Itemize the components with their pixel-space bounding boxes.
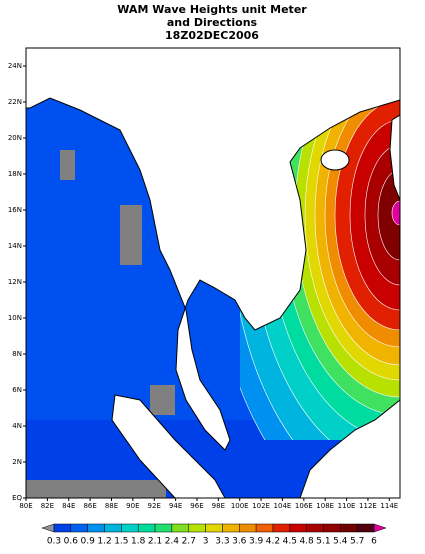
lat-label: 16N: [8, 206, 22, 214]
colorbar-box: [255, 523, 274, 533]
lon-label: 88E: [105, 502, 118, 510]
land: [26, 48, 400, 498]
colorbar-box: [306, 523, 324, 533]
colorbar-label: 1.5: [114, 537, 128, 547]
lat-label: 22N: [8, 98, 22, 106]
colorbar-label: 1.2: [97, 537, 111, 547]
colorbar-label: 4.8: [299, 537, 314, 547]
lon-label: 96E: [190, 502, 203, 510]
colorbar-label: 5.7: [350, 537, 364, 547]
lat-label: 18N: [8, 170, 22, 178]
colorbar-label: 2.4: [165, 537, 180, 547]
lon-label: 114E: [380, 502, 398, 510]
colorbar-end: [41, 523, 55, 533]
colorbar-box: [188, 523, 206, 533]
lat-label: 10N: [8, 314, 22, 322]
frame: [25, 47, 401, 499]
colorbar-label: 4.2: [266, 537, 280, 547]
colorbar-box: [104, 523, 122, 533]
lon-label: 108E: [316, 502, 334, 510]
lon-label: 92E: [148, 502, 161, 510]
colorbar-label: 3.9: [249, 537, 264, 547]
lon-label: 90E: [126, 502, 139, 510]
colorbar-box: [205, 523, 223, 533]
colorbar-box: [121, 523, 139, 533]
colorbar-label: 1.8: [131, 537, 146, 547]
lat-label: 4N: [12, 422, 22, 430]
colorbar-label: 0.6: [64, 537, 79, 547]
map: [26, 48, 400, 498]
lon-label: 110E: [338, 502, 356, 510]
title: WAM Wave Heights unit Meter: [117, 3, 307, 16]
lat-label: EQ: [12, 494, 22, 502]
colorbar-box: [154, 523, 173, 533]
colorbar-box: [222, 523, 240, 533]
colorbar-label: 6: [371, 537, 377, 547]
colorbar-box: [272, 523, 291, 533]
colorbar-label: 3.3: [215, 537, 229, 547]
lon-label: 100E: [231, 502, 249, 510]
colorbar-box: [87, 523, 105, 533]
colorbar-label: 2.7: [182, 537, 196, 547]
colorbar-label: 3.6: [232, 537, 247, 547]
colorbar-label: 3: [203, 537, 209, 547]
colorbar-box: [171, 523, 189, 533]
title: 18Z02DEC2006: [165, 29, 259, 42]
lat-label: 20N: [8, 134, 22, 142]
colorbar-box: [70, 523, 88, 533]
lat-label: 2N: [12, 458, 22, 466]
colorbar-label: 2.1: [148, 537, 162, 547]
lat-label: 12N: [8, 278, 22, 286]
colorbar-box: [239, 523, 257, 533]
lon-label: 94E: [169, 502, 182, 510]
lat-label: 14N: [8, 242, 22, 250]
lat-label: 24N: [8, 62, 22, 70]
lon-label: 104E: [274, 502, 292, 510]
lat-label: 8N: [12, 350, 22, 358]
lon-label: 106E: [295, 502, 313, 510]
colorbar-label: 0.3: [47, 537, 61, 547]
colorbar-label: 5.1: [316, 537, 330, 547]
gray-patches: [26, 150, 175, 498]
colorbar-box: [340, 523, 358, 533]
colorbar-label: 0.9: [81, 537, 96, 547]
colorbar-box: [356, 523, 375, 533]
lon-label: 86E: [83, 502, 96, 510]
colorbar-label: 4.5: [283, 537, 297, 547]
colorbar-box: [323, 523, 341, 533]
colorbar-box: [53, 523, 72, 533]
colorbar-box: [289, 523, 307, 533]
lon-label: 82E: [41, 502, 54, 510]
lon-label: 80E: [19, 502, 32, 510]
colorbar-label: 5.4: [333, 537, 348, 547]
lon-label: 84E: [62, 502, 75, 510]
lon-label: 98E: [212, 502, 225, 510]
lon-label: 102E: [252, 502, 270, 510]
title: and Directions: [167, 16, 258, 29]
lon-label: 112E: [359, 502, 377, 510]
colorbar-end: [373, 523, 387, 533]
colorbar-box: [137, 523, 156, 533]
lat-label: 6N: [12, 386, 22, 394]
